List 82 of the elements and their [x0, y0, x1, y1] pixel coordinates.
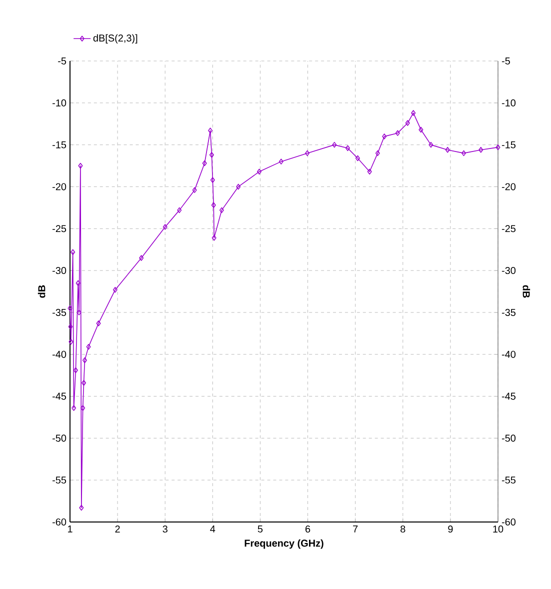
y2-tick-label: -45	[502, 392, 516, 400]
point	[68, 324, 73, 330]
y-tick-label: -10	[52, 99, 66, 106]
point	[478, 146, 484, 153]
y-axis-title: dB	[38, 285, 46, 298]
y-tick-label: -15	[52, 141, 66, 148]
x-tick-label: 9	[448, 526, 453, 533]
x-tick-label: 8	[400, 526, 406, 533]
y2-tick-label: -20	[502, 183, 516, 190]
x-tick-label: 1	[68, 526, 72, 532]
y2-tick-label: -50	[502, 434, 516, 442]
point	[211, 202, 216, 208]
point	[395, 130, 400, 136]
point	[72, 405, 76, 411]
y-tick-label: -40	[52, 350, 66, 358]
point	[382, 134, 387, 140]
point	[76, 310, 82, 316]
y-tick-label: -45	[52, 392, 66, 400]
y-tick-label: -20	[52, 183, 66, 190]
point	[210, 177, 215, 183]
point	[411, 110, 416, 116]
point	[405, 120, 410, 126]
point	[86, 344, 91, 350]
point	[256, 168, 262, 175]
x-tick-label: 7	[353, 526, 358, 532]
point	[82, 380, 86, 386]
point	[305, 150, 310, 156]
y-tick-label: -60	[52, 518, 66, 526]
point	[202, 160, 207, 166]
y2-tick-label: -35	[502, 308, 516, 316]
point	[73, 367, 78, 374]
point	[112, 286, 118, 293]
y-tick-label: -5	[58, 58, 66, 64]
y-tick-label: -25	[52, 225, 66, 232]
point	[367, 168, 372, 175]
point	[461, 150, 466, 156]
y2-tick-label: -10	[502, 99, 516, 106]
point	[208, 128, 213, 134]
point	[162, 224, 168, 230]
x-tick-label: 4	[210, 526, 216, 532]
point	[355, 155, 360, 162]
point	[82, 357, 88, 364]
point	[219, 207, 224, 214]
point	[212, 234, 216, 241]
point	[209, 152, 214, 158]
point	[278, 158, 284, 164]
x-tick-label: 3	[162, 526, 168, 533]
y2-tick-label: -55	[502, 476, 516, 484]
x-axis-title: Frequency (GHz)	[244, 539, 324, 549]
point	[375, 150, 380, 156]
y2-axis-title: dB	[522, 285, 530, 298]
x-tick-label: 10	[493, 526, 504, 533]
y2-tick-label: -15	[502, 141, 516, 148]
y-tick-label: -30	[52, 267, 66, 274]
y2-tick-label: -60	[502, 518, 516, 526]
point	[79, 504, 84, 511]
x-tick-label: 5	[258, 526, 263, 532]
point	[68, 338, 74, 345]
point	[192, 187, 197, 193]
point	[139, 255, 144, 261]
y2-tick-label: -5	[502, 58, 510, 64]
point	[76, 280, 80, 286]
y2-tick-label: -30	[502, 267, 516, 274]
y-tick-label: -35	[52, 308, 66, 316]
point	[418, 126, 424, 133]
y2-tick-label: -25	[502, 225, 516, 232]
x-tick-label: 2	[115, 526, 120, 532]
point	[236, 184, 241, 190]
point	[96, 320, 101, 326]
y-tick-label: -50	[52, 434, 66, 442]
point	[332, 142, 337, 148]
y2-tick-label: -40	[502, 350, 516, 358]
point	[177, 207, 182, 214]
x-tick-label: 6	[306, 526, 310, 533]
point	[80, 405, 86, 411]
point	[78, 162, 83, 169]
point	[445, 146, 450, 153]
point	[70, 249, 76, 255]
point	[428, 142, 434, 148]
legend-label: dB[S(2,3)]	[93, 34, 138, 44]
y-tick-label: -55	[52, 476, 66, 484]
point	[345, 145, 350, 152]
